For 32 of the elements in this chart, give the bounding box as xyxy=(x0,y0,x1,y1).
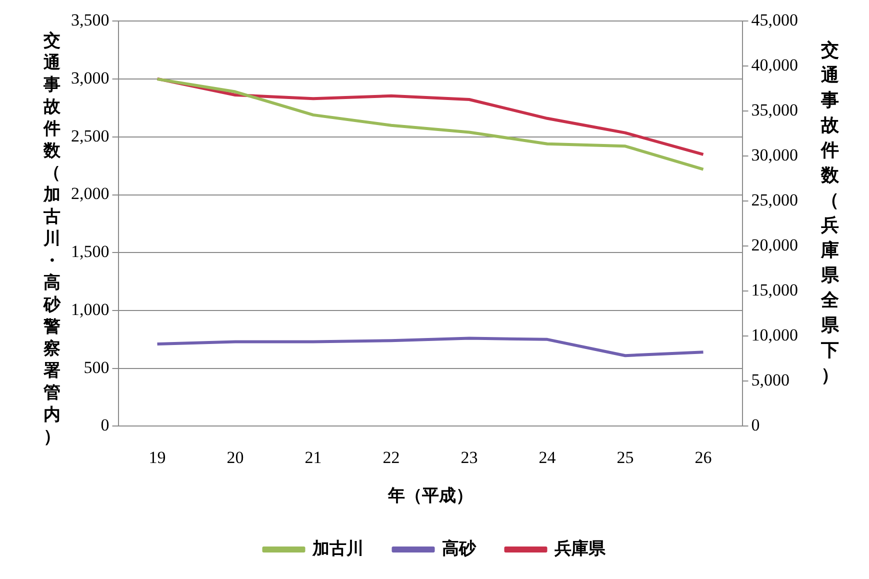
y2-tick-label: 15,000 xyxy=(751,280,798,300)
y2-tick-label: 10,000 xyxy=(751,326,798,345)
x-tick-label: 23 xyxy=(460,448,478,467)
y-tick-label: 2,500 xyxy=(71,126,110,146)
legend-label: 兵庫県 xyxy=(553,538,606,559)
y-tick-label: 1,000 xyxy=(71,300,110,319)
y2-tick-label: 35,000 xyxy=(751,100,798,120)
x-tick-label: 21 xyxy=(304,448,322,467)
x-tick-label: 26 xyxy=(694,448,712,467)
y2-tick-label: 40,000 xyxy=(751,56,798,75)
x-tick-label: 20 xyxy=(226,448,244,467)
x-tick-label: 25 xyxy=(616,448,634,467)
y2-tick-label: 30,000 xyxy=(751,146,798,165)
y-tick-label: 3,500 xyxy=(71,10,110,30)
text: 交通事故件数（加古川・高砂警察署管内） xyxy=(44,31,60,447)
x-tick-label: 22 xyxy=(382,448,400,467)
legend-label: 高砂 xyxy=(442,538,477,559)
y2-tick-label: 0 xyxy=(751,416,760,435)
x-tick-label: 19 xyxy=(148,448,166,467)
legend-label: 加古川 xyxy=(311,538,364,559)
text: 交通事故件数（兵庫県全県下） xyxy=(821,40,839,386)
y-tick-label: 0 xyxy=(100,416,110,435)
x-tick-label: 24 xyxy=(538,448,556,467)
y-tick-label: 500 xyxy=(84,358,110,377)
y2-tick-label: 20,000 xyxy=(751,236,798,255)
x-axis-title: 年（平成） xyxy=(386,486,473,506)
y2-tick-label: 5,000 xyxy=(751,370,790,390)
y-tick-label: 2,000 xyxy=(71,184,110,204)
y2-tick-label: 45,000 xyxy=(751,10,798,30)
y2-tick-label: 25,000 xyxy=(751,190,798,210)
y-tick-label: 3,000 xyxy=(71,68,110,88)
y-tick-label: 1,500 xyxy=(71,242,110,262)
